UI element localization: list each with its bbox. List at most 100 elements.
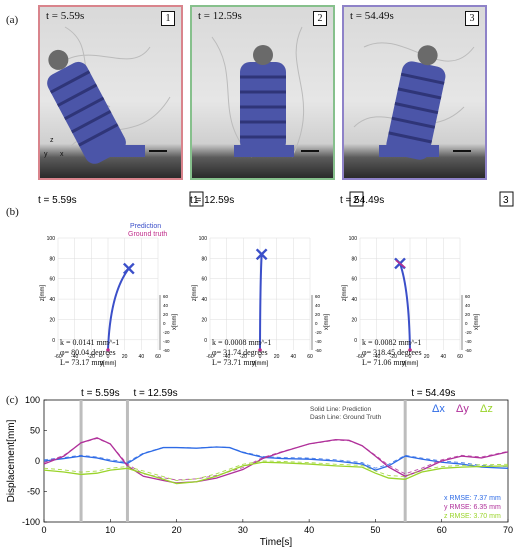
photo-axis-y: y: [44, 151, 48, 158]
time-marker-label: t = 5.59s: [81, 388, 120, 399]
panel-label-b: (b): [6, 206, 19, 218]
series-dash-line-Δy: [43, 437, 509, 481]
x-tick-label: -60: [315, 348, 322, 353]
y-tick-label: -60: [206, 354, 213, 360]
panel-label-a: (a): [6, 14, 19, 26]
time-marker-line: [79, 400, 83, 522]
x-tick-label: 50: [370, 525, 380, 535]
x-tick-label: 40: [163, 303, 169, 308]
shape-time-1: t = 5.59s: [38, 195, 77, 206]
y-tick-label: -40: [71, 354, 78, 360]
rmse-text: z RMSE: 3.70 mm: [444, 513, 501, 520]
x-tick-label: -40: [163, 339, 170, 344]
x-axis-label: Time[s]: [260, 537, 293, 548]
x-tick-label: 0: [41, 525, 46, 535]
param-k-2: k = 0.0008 mm^-1: [212, 338, 272, 347]
z-tick-label: 40: [201, 297, 207, 303]
y-tick-label: 40: [139, 354, 145, 360]
z-tick-label: 100: [199, 236, 208, 242]
param-phi-1: φ= 80.04 degrees: [60, 348, 116, 357]
x-tick-label: 0: [315, 321, 318, 326]
tip-marker-ground-truth: [395, 259, 406, 269]
y-tick-label: 60: [457, 354, 463, 360]
y-tick-label: -100: [22, 517, 40, 527]
param-k-1: k = 0.0141 mm^-1: [60, 338, 120, 347]
x-tick-label: 70: [503, 525, 513, 535]
note-solid: Solid Line: Prediction: [310, 406, 371, 413]
z-tick-label: 20: [351, 317, 357, 323]
z-axis-label: z[mm]: [342, 285, 348, 302]
z-tick-label: 20: [201, 317, 207, 323]
robot-image-2: [211, 26, 305, 158]
predicted-shape-curve: [259, 254, 263, 351]
photo-number-1: 1: [161, 11, 175, 26]
x-tick-label: 60: [437, 525, 447, 535]
y-tick-label: 0: [107, 354, 110, 360]
z-tick-label: 0: [354, 338, 357, 344]
y-tick-label: 40: [291, 354, 297, 360]
photo-time-2: t = 12.59s: [198, 10, 242, 22]
y-tick-label: -50: [27, 487, 40, 497]
param-k-3: k = 0.0082 mm^-1: [362, 338, 422, 347]
shape-number-box-2: [349, 191, 364, 207]
tip-marker-prediction: [122, 262, 135, 275]
x-tick-label: -40: [315, 339, 322, 344]
params-3: k = 0.0082 mm^-1 φ= 318.45 degrees L= 71…: [362, 338, 422, 368]
param-L-2: L= 73.71 mm: [212, 358, 256, 367]
y-tick-label: 20: [424, 354, 430, 360]
x-tick-label: 20: [163, 312, 169, 317]
z-tick-label: 0: [204, 338, 207, 344]
x-tick-label: -40: [465, 339, 472, 344]
y-tick-label: 50: [30, 426, 40, 436]
z-tick-label: 20: [49, 317, 55, 323]
x-tick-label: -20: [163, 330, 170, 335]
y-tick-label: 0: [35, 456, 40, 466]
z-tick-label: 0: [52, 338, 55, 344]
z-tick-label: 60: [351, 277, 357, 283]
y-tick-label: -60: [356, 354, 363, 360]
z-tick-label: 60: [201, 277, 207, 283]
tip-marker-prediction: [255, 248, 268, 261]
y-tick-label: 20: [122, 354, 128, 360]
base-point: [408, 348, 412, 352]
series-dash-line-Δz: [43, 460, 509, 481]
param-phi-3: φ= 318.45 degrees: [362, 348, 422, 357]
time-marker-label: t = 12.59s: [133, 388, 177, 399]
series-dash-line-Δx: [43, 446, 509, 469]
predicted-shape-curve: [399, 263, 411, 351]
z-tick-label: 100: [47, 236, 56, 242]
legend-item-Δx: Δx: [432, 403, 445, 415]
y-axis-label: y[mm]: [100, 361, 117, 367]
x-tick-label: -20: [315, 330, 322, 335]
series-line-Δz: [43, 461, 509, 485]
y-tick-label: 60: [155, 354, 161, 360]
y-axis-label: Displacement[mm]: [6, 419, 17, 502]
y-tick-label: 60: [307, 354, 313, 360]
x-tick-label: 60: [465, 294, 471, 299]
x-tick-label: 40: [465, 303, 471, 308]
base-point: [106, 348, 110, 352]
y-tick-label: -20: [240, 354, 247, 360]
shape-number-box-1: [189, 191, 204, 207]
time-marker-line: [403, 400, 407, 522]
param-L-3: L= 71.06 mm: [362, 358, 406, 367]
param-phi-2: φ= 31.74 degrees: [212, 348, 268, 357]
y-tick-label: -20: [390, 354, 397, 360]
z-tick-label: 80: [351, 256, 357, 262]
x-tick-label: -60: [163, 348, 170, 353]
x-axis-label: x[mm]: [474, 314, 480, 331]
params-1: k = 0.0141 mm^-1 φ= 80.04 degrees L= 73.…: [60, 338, 119, 368]
photo-axis-x: x: [60, 151, 64, 158]
photo-time-1: t = 5.59s: [46, 10, 85, 22]
photo-1: t = 5.59s 1 z y x: [38, 5, 183, 180]
x-tick-label: 20: [172, 525, 182, 535]
z-axis-label: z[mm]: [192, 285, 198, 302]
robot-image-3: [353, 42, 475, 160]
photo-3: t = 54.49s 3: [342, 5, 487, 180]
z-tick-label: 40: [351, 297, 357, 303]
photo-number-2: 2: [313, 11, 327, 26]
z-tick-label: 60: [49, 277, 55, 283]
y-tick-label: 100: [25, 395, 40, 405]
shape-time-2: t = 12.59s: [190, 195, 234, 206]
x-tick-label: 40: [304, 525, 314, 535]
